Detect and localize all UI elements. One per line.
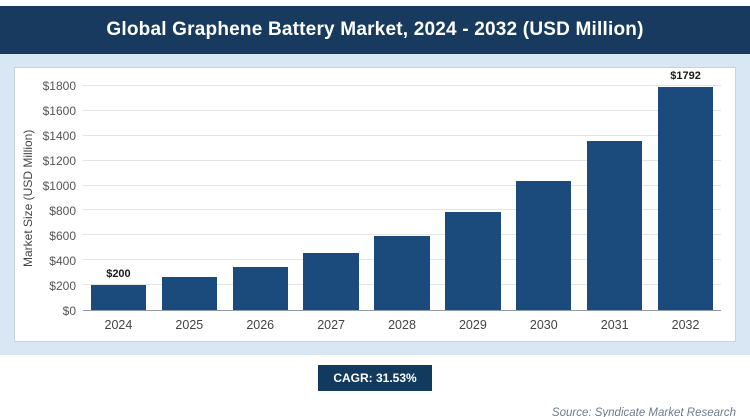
bar-column <box>225 86 296 310</box>
y-tick-label: $600 <box>49 229 76 244</box>
plot-area: $200 $1792 <box>83 70 721 311</box>
x-tick-label: 2030 <box>529 318 558 332</box>
bar-column <box>367 86 438 310</box>
bar-2029 <box>445 212 501 310</box>
y-tick-label: $1800 <box>42 79 76 93</box>
bar-column <box>579 86 650 310</box>
gridline <box>83 134 721 136</box>
y-tick-label: $400 <box>49 254 76 268</box>
gridline <box>83 85 721 86</box>
cagr-badge: CAGR: 31.53% <box>318 365 432 391</box>
bar-2026 <box>232 266 288 310</box>
bar-2025 <box>161 277 217 310</box>
y-axis-title: Market Size (USD Million) <box>21 129 35 268</box>
y-tick-label: $800 <box>49 204 76 218</box>
bar-2028 <box>374 235 430 310</box>
bar-2032: $1792 <box>657 70 714 310</box>
page-title: Global Graphene Battery Market, 2024 - 2… <box>106 19 644 40</box>
y-tick-label: $0 <box>62 304 76 318</box>
x-tick-label: 2026 <box>246 318 275 332</box>
chart-panel: Market Size (USD Million) $0 $200 $400 $600… <box>14 67 736 342</box>
gridline <box>83 109 721 111</box>
footer: CAGR: 31.53% Source: Syndicate Market Re… <box>0 365 750 417</box>
bar-2024: $200 <box>90 268 147 310</box>
y-tick-label: $1400 <box>42 129 76 143</box>
x-tick-label: 2029 <box>458 318 487 332</box>
x-tick-label: 2024 <box>104 318 133 332</box>
y-axis-ticks: $0 $200 $400 $600 $800 $1000 $1200 $1400 $1600 $1… <box>37 79 83 318</box>
bar-2030 <box>516 181 572 310</box>
bar-column <box>296 86 367 310</box>
bar-value-label: $1792 <box>670 70 701 82</box>
x-tick-label: 2031 <box>600 318 629 332</box>
gridline <box>83 159 721 161</box>
y-tick-label: $200 <box>49 279 76 293</box>
chart-main: $0 $200 $400 $600 $800 $1000 $1200 $1400 $1600 $1… <box>37 70 721 335</box>
plot-row: $0 $200 $400 $600 $800 $1000 $1200 $1400 $1600 $1… <box>37 70 721 318</box>
x-axis-labels: 2024 2025 2026 2027 2028 2029 2030 2031 2032 <box>83 311 721 335</box>
bar-value-label: $200 <box>106 268 131 281</box>
y-tick-label: $1000 <box>42 179 76 193</box>
bars: $200 $1792 <box>83 70 721 310</box>
x-tick-label: 2025 <box>175 318 204 332</box>
x-tick-label: 2027 <box>317 318 346 332</box>
bar-2027 <box>303 253 359 310</box>
bar-column: $1792 <box>650 70 721 310</box>
bar-column <box>154 86 225 310</box>
gridline <box>83 209 721 211</box>
bar-column: $200 <box>83 86 154 310</box>
source-text: Source: Syndicate Market Research <box>551 407 736 417</box>
bar-column <box>508 86 579 310</box>
gridline <box>83 234 721 236</box>
x-tick-label: 2028 <box>388 318 416 332</box>
y-tick-label: $1600 <box>42 104 76 118</box>
bar-2031 <box>587 140 643 310</box>
chart-title-banner: Global Graphene Battery Market, 2024 - 2… <box>0 6 750 54</box>
y-tick-label: $1200 <box>42 154 76 169</box>
chart-area-background: Market Size (USD Million) $0 $200 $400 $600… <box>0 54 750 355</box>
gridline <box>83 184 721 186</box>
x-tick-label: 2032 <box>671 318 700 332</box>
bar-column <box>437 86 508 310</box>
